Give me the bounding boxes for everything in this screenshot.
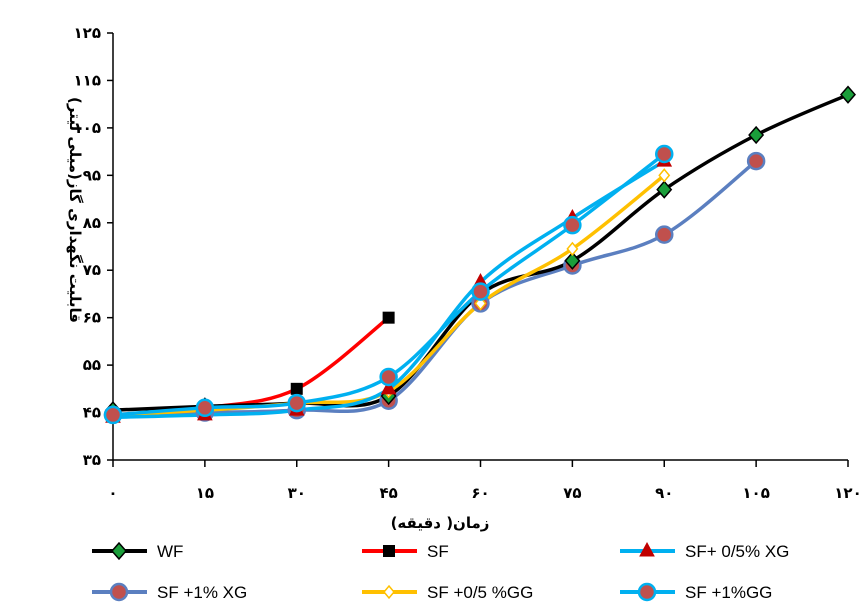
legend-swatch-marker [111, 541, 127, 561]
data-point-series-0 [656, 180, 673, 199]
series-line-0 [111, 92, 850, 412]
data-point-series-5 [287, 393, 306, 413]
data-point-series-0 [564, 251, 581, 270]
x-tick-label: ۱۵ [196, 484, 214, 502]
x-tick-label: ۱۰۵ [742, 484, 769, 502]
y-tick-label: ۵۵ [83, 356, 101, 374]
data-point-series-5 [563, 215, 582, 235]
x-axis-title: زمان( دقیقه) [391, 514, 490, 532]
x-tick-label: ۷۵ [563, 484, 581, 502]
x-tick-label: ۳۰ [288, 484, 306, 502]
legend-label: SF+ 0/5% XG [685, 542, 789, 561]
data-point-series-4 [658, 168, 671, 183]
y-ticks: ۳۵ ۴۵ ۵۵ ۶۵ ۷۵ ۸۵ ۹۵ ۱۰۵ ۱۱۵ ۱۲۵ [74, 24, 113, 469]
data-point-series-4 [566, 241, 579, 257]
x-tick-label: ۴۵ [379, 484, 397, 502]
legend-swatch-marker [639, 541, 655, 557]
legend-swatch-marker [637, 582, 657, 602]
legend-label: WF [157, 542, 183, 561]
y-tick-label: ۱۰۵ [74, 119, 101, 137]
y-tick-label: ۷۵ [83, 261, 101, 279]
legend: WF SF SF+ 0/5% XG SF +1% XG SF +0/5 %GG SF +1… [92, 541, 789, 602]
x-ticks: ۰ ۱۵ ۳۰ ۴۵ ۶۰ ۷۵ ۹۰ ۱۰۵ ۱۲۰ [108, 460, 862, 502]
x-tick-label: ۹۰ [655, 484, 673, 502]
series-lines [111, 92, 850, 420]
data-point-series-3 [746, 151, 766, 171]
legend-label: SF +0/5 %GG [427, 583, 533, 602]
data-point-series-5 [103, 405, 123, 425]
data-point-series-2 [380, 379, 397, 395]
data-point-series-1 [382, 311, 395, 324]
legend-swatch-marker [383, 584, 395, 600]
series-markers [103, 85, 856, 425]
data-point-series-0 [840, 85, 856, 104]
x-tick-label: ۰ [108, 484, 117, 502]
data-point-series-5 [379, 367, 398, 387]
y-tick-label: ۴۵ [83, 404, 101, 422]
series-line-3 [111, 159, 758, 417]
legend-swatch-marker [383, 545, 395, 557]
legend-label: SF +1% XG [157, 583, 247, 602]
legend-label: SF +1%GG [685, 583, 772, 602]
y-tick-label: ۹۵ [83, 166, 101, 184]
data-point-series-5 [471, 282, 490, 301]
data-point-series-0 [748, 125, 765, 145]
x-tick-label: ۱۲۰ [834, 484, 861, 502]
y-axis-title: قابلیت نگهداری گاز(میلی لیتر) [66, 97, 84, 323]
y-tick-label: ۳۵ [83, 451, 101, 469]
axes [112, 33, 848, 461]
data-point-series-3 [655, 225, 674, 244]
y-tick-label: ۸۵ [83, 214, 101, 232]
legend-label: SF [427, 542, 449, 561]
y-tick-label: ۱۲۵ [74, 24, 101, 42]
y-tick-label: ۱۱۵ [74, 71, 101, 89]
legend-swatch-marker [109, 582, 129, 602]
y-tick-label: ۶۵ [83, 309, 101, 327]
x-tick-label: ۶۰ [471, 484, 489, 502]
data-point-series-5 [655, 144, 674, 164]
data-point-series-1 [290, 382, 303, 395]
data-point-series-5 [195, 398, 215, 418]
